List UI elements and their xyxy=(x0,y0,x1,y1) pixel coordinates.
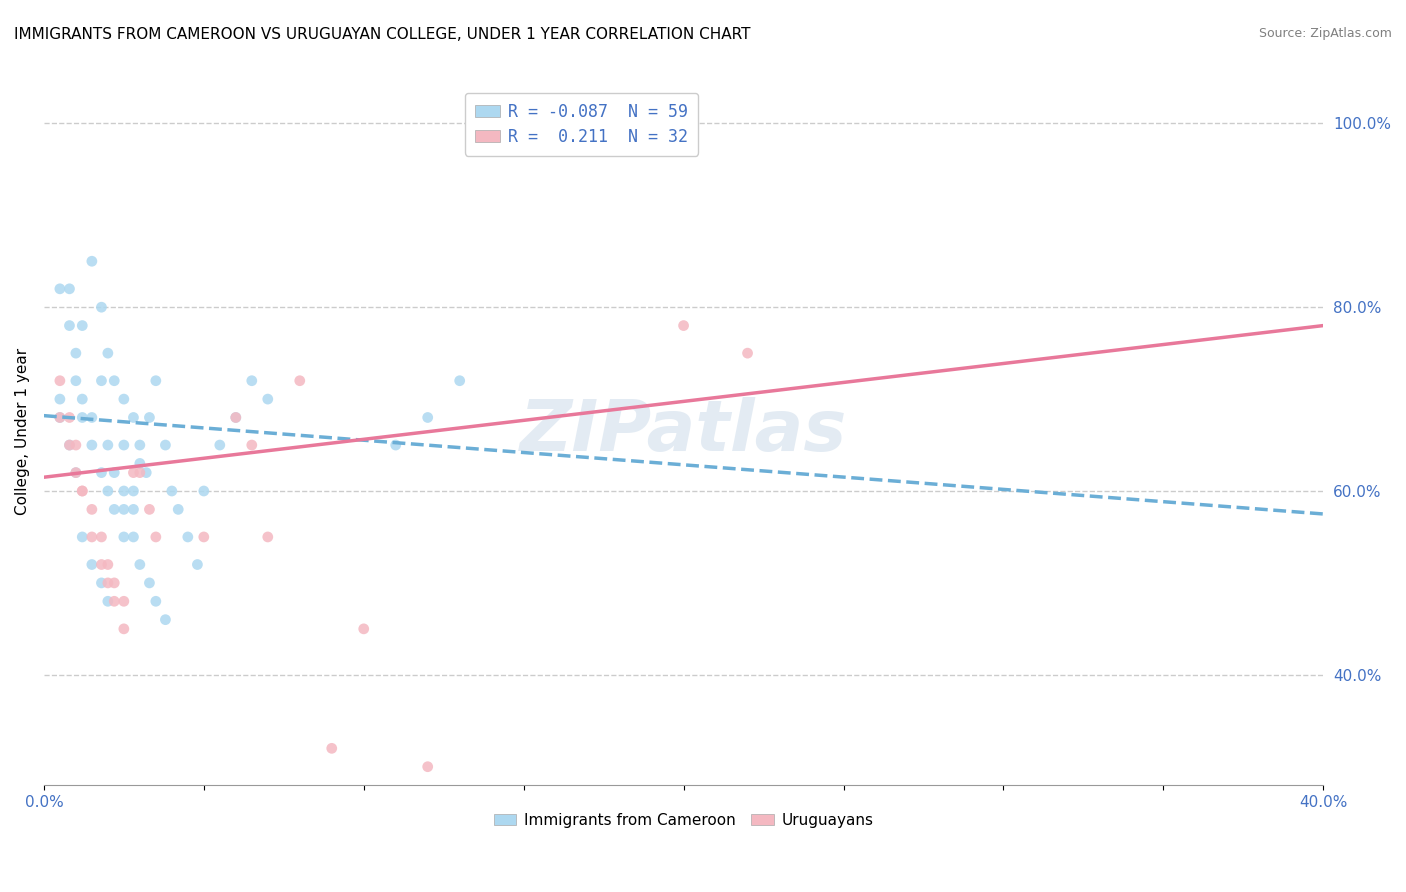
Point xyxy=(90,558,112,572)
Point xyxy=(122,502,145,516)
Point xyxy=(155,613,177,627)
Point xyxy=(122,466,145,480)
Point xyxy=(80,254,103,268)
Point xyxy=(321,741,343,756)
Point xyxy=(90,466,112,480)
Point xyxy=(256,530,278,544)
Point xyxy=(49,282,72,296)
Point xyxy=(122,410,145,425)
Point xyxy=(65,346,87,360)
Text: Source: ZipAtlas.com: Source: ZipAtlas.com xyxy=(1258,27,1392,40)
Point xyxy=(112,622,135,636)
Point xyxy=(208,438,231,452)
Point xyxy=(160,483,183,498)
Point xyxy=(240,374,263,388)
Point xyxy=(112,530,135,544)
Point xyxy=(58,438,80,452)
Point xyxy=(256,392,278,406)
Point xyxy=(145,374,167,388)
Point xyxy=(90,530,112,544)
Point xyxy=(112,438,135,452)
Legend: Immigrants from Cameroon, Uruguayans: Immigrants from Cameroon, Uruguayans xyxy=(488,807,880,834)
Point xyxy=(128,438,150,452)
Point xyxy=(72,392,94,406)
Point xyxy=(58,438,80,452)
Point xyxy=(122,483,145,498)
Point xyxy=(416,410,439,425)
Point xyxy=(49,392,72,406)
Point xyxy=(145,594,167,608)
Point xyxy=(80,558,103,572)
Point xyxy=(97,594,120,608)
Point xyxy=(97,346,120,360)
Point xyxy=(90,300,112,314)
Point xyxy=(72,483,94,498)
Point xyxy=(90,575,112,590)
Point xyxy=(80,438,103,452)
Point xyxy=(80,502,103,516)
Point xyxy=(72,318,94,333)
Text: ZIPatlas: ZIPatlas xyxy=(520,397,848,466)
Point xyxy=(155,438,177,452)
Point xyxy=(49,410,72,425)
Point xyxy=(138,575,160,590)
Point xyxy=(416,760,439,774)
Point xyxy=(128,466,150,480)
Point xyxy=(112,392,135,406)
Point xyxy=(97,575,120,590)
Point xyxy=(135,466,157,480)
Point xyxy=(103,594,125,608)
Point xyxy=(103,575,125,590)
Point xyxy=(288,374,311,388)
Point xyxy=(97,438,120,452)
Point xyxy=(672,318,695,333)
Point xyxy=(103,374,125,388)
Point xyxy=(122,530,145,544)
Point xyxy=(449,374,471,388)
Point xyxy=(384,438,406,452)
Point xyxy=(240,438,263,452)
Point xyxy=(65,374,87,388)
Point xyxy=(186,558,208,572)
Point xyxy=(49,374,72,388)
Point xyxy=(225,410,247,425)
Point xyxy=(138,502,160,516)
Point xyxy=(225,410,247,425)
Point xyxy=(128,457,150,471)
Point xyxy=(80,530,103,544)
Point xyxy=(167,502,190,516)
Point xyxy=(112,502,135,516)
Point xyxy=(138,410,160,425)
Point xyxy=(72,483,94,498)
Point xyxy=(65,438,87,452)
Point xyxy=(353,622,375,636)
Point xyxy=(58,318,80,333)
Point xyxy=(193,483,215,498)
Point xyxy=(80,410,103,425)
Point xyxy=(737,346,759,360)
Point xyxy=(58,410,80,425)
Point xyxy=(97,483,120,498)
Point xyxy=(65,466,87,480)
Point xyxy=(112,594,135,608)
Point xyxy=(58,282,80,296)
Point xyxy=(177,530,200,544)
Point xyxy=(103,502,125,516)
Point xyxy=(49,410,72,425)
Y-axis label: College, Under 1 year: College, Under 1 year xyxy=(15,348,30,515)
Point xyxy=(72,410,94,425)
Point xyxy=(145,530,167,544)
Point xyxy=(112,483,135,498)
Text: IMMIGRANTS FROM CAMEROON VS URUGUAYAN COLLEGE, UNDER 1 YEAR CORRELATION CHART: IMMIGRANTS FROM CAMEROON VS URUGUAYAN CO… xyxy=(14,27,751,42)
Point xyxy=(97,558,120,572)
Point xyxy=(128,558,150,572)
Point xyxy=(193,530,215,544)
Point xyxy=(103,466,125,480)
Point xyxy=(65,466,87,480)
Point xyxy=(72,530,94,544)
Point xyxy=(90,374,112,388)
